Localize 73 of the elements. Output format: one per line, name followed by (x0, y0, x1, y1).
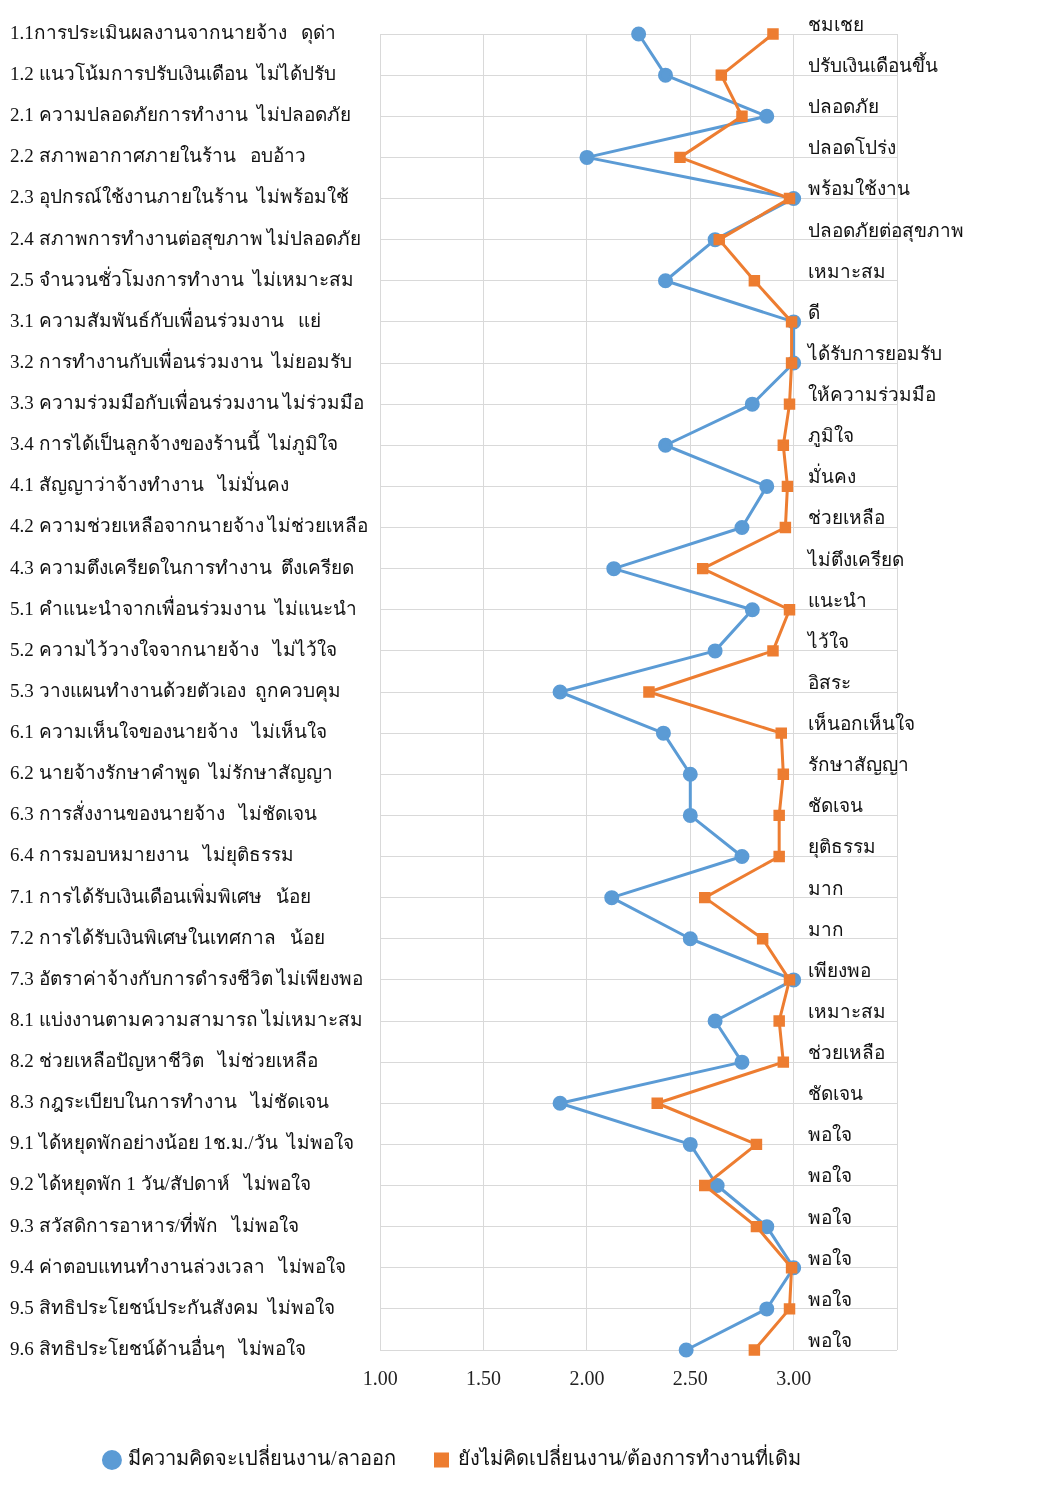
y2-tick-label: พอใจ (807, 1247, 852, 1269)
y-tick-label: 2.1 ความปลอดภัยการทำงาน ไม่ปลอดภัย (10, 104, 351, 126)
y2-tick-label: ให้ความร่วมมือ (807, 384, 936, 406)
y-tick-label: 9.1 ได้หยุดพักอย่างน้อย 1ช.ม./วัน ไม่พอใจ (10, 1132, 355, 1156)
y-tick-label: 4.1 สัญญาว่าจ้างทำงาน ไม่มั่นคง (10, 471, 289, 497)
y-tick-label: 7.1 การได้รับเงินเดือนเพิ่มพิเศษ น้อย (10, 882, 311, 907)
y-tick-label: 6.1 ความเห็นใจของนายจ้าง ไม่เห็นใจ (10, 719, 327, 743)
y2-tick-label: พอใจ (807, 1288, 852, 1310)
y2-tick-label: พร้อมใช้งาน (807, 178, 910, 200)
y-tick-label: 1.2 แนวโน้มการปรับเงินเดือน ไม่ได้ปรับ (10, 62, 336, 85)
y-tick-label: 2.4 สภาพการทำงานต่อสุขภาพ ไม่ปลอดภัย (10, 227, 362, 251)
y2-tick-label: มาก (807, 877, 844, 899)
y2-tick-label: ไม่ตึงเครียด (805, 548, 904, 570)
y2-tick-label: เพียงพอ (807, 959, 871, 981)
y-tick-label: 4.3 ความตึงเครียดในการทำงาน ตึงเครียด (10, 556, 354, 578)
y2-tick-label: มั่นคง (807, 463, 856, 488)
x-tick-label: 1.50 (466, 1367, 502, 1390)
y2-tick-label: ภูมิใจ (807, 425, 854, 448)
y-tick-label: 7.2 การได้รับเงินพิเศษในเทศกาล น้อย (10, 926, 325, 948)
y2-tick-label: ปรับเงินเดือนขึ้น (807, 52, 938, 77)
y2-tick-label: ชมเชย (807, 13, 864, 35)
legend-label: ยังไม่คิดเปลี่ยนงาน/ต้องการทำงานที่เดิม (457, 1444, 802, 1470)
x-tick-label: 2.50 (672, 1367, 708, 1390)
y2-tick-label: เห็นอกเห็นใจ (807, 711, 915, 735)
y2-tick-label: ปลอดภัย (807, 96, 879, 118)
y-tick-label: 9.4 ค่าตอบแทนทำงานล่วงเวลา ไม่พอใจ (10, 1255, 346, 1277)
y-tick-label: 4.2 ความช่วยเหลือจากนายจ้าง ไม่ช่วยเหลือ (10, 515, 369, 537)
y-tick-label: 9.5 สิทธิประโยชน์ประกันสังคม ไม่พอใจ (10, 1295, 335, 1318)
y2-tick-label: อิสระ (807, 671, 851, 693)
y2-tick-label: ช่วยเหลือ (807, 1042, 885, 1064)
x-tick-label: 1.00 (362, 1367, 398, 1390)
y-tick-label: 3.3 ความร่วมมือกับเพื่อนร่วมงาน ไม่ร่วมมือ (10, 389, 365, 414)
y2-tick-label: พอใจ (807, 1165, 852, 1187)
y2-tick-label: เหมาะสม (807, 1000, 886, 1022)
y2-tick-label: ปลอดภัยต่อสุขภาพ (807, 219, 964, 243)
y-tick-label: 9.3 สวัสดิการอาหาร/ที่พัก ไม่พอใจ (10, 1211, 300, 1236)
y-tick-label: 8.2 ช่วยเหลือปัญหาชีวิต ไม่ช่วยเหลือ (10, 1050, 318, 1073)
y2-tick-label: ช่วยเหลือ (807, 507, 885, 529)
y-tick-label: 1.1การประเมินผลงานจากนายจ้าง ดุด่า (10, 21, 336, 45)
y-tick-label: 8.1 แบ่งงานตามความสามารถ ไม่เหมาะสม (10, 1008, 364, 1030)
y-tick-label: 9.2 ได้หยุดพัก 1 วัน/สัปดาห์ ไม่พอใจ (10, 1173, 312, 1197)
y2-tick-label: ชัดเจน (807, 1083, 863, 1105)
y-tick-label: 3.4 การได้เป็นลูกจ้างของร้านนี้ ไม่ภูมิใจ (10, 430, 338, 456)
y-tick-label: 5.2 ความไว้วางใจจากนายจ้าง ไม่ไว้ใจ (10, 638, 337, 660)
x-tick-label: 3.00 (776, 1367, 812, 1390)
y2-tick-label: เหมาะสม (807, 260, 886, 282)
y-tick-label: 6.4 การมอบหมายงาน ไม่ยุติธรรม (10, 844, 294, 868)
y-tick-label: 3.1 ความสัมพันธ์กับเพื่อนร่วมงาน แย่ (10, 306, 321, 331)
y2-tick-label: ไว้ใจ (805, 630, 849, 652)
y-tick-label: 2.3 อุปกรณ์ใช้งานภายในร้าน ไม่พร้อมใช้ (10, 186, 349, 210)
y-tick-label: 6.2 นายจ้างรักษาคำพูด ไม่รักษาสัญญา (10, 762, 333, 785)
y-tick-label: 2.2 สภาพอากาศภายในร้าน อบอ้าว (10, 145, 306, 167)
y2-tick-label: มาก (807, 918, 844, 940)
y-tick-label: 6.3 การสั่งงานของนายจ้าง ไม่ชัดเจน (10, 800, 317, 825)
y-tick-label: 9.6 สิทธิประโยชน์ด้านอื่นๆ ไม่พอใจ (10, 1334, 306, 1359)
y-tick-label: 8.3 กฎระเบียบในการทำงาน ไม่ชัดเจน (10, 1091, 329, 1113)
y2-tick-label: ปลอดโปร่ง (807, 136, 896, 159)
y-tick-label: 3.2 การทำงานกับเพื่อนร่วมงาน ไม่ยอมรับ (10, 347, 352, 372)
x-tick-label: 2.00 (569, 1367, 605, 1390)
y2-tick-label: พอใจ (807, 1329, 852, 1351)
y-tick-label: 5.3 วางแผนทำงานด้วยตัวเอง ถูกควบคุม (10, 679, 341, 703)
y2-tick-label: แนะนำ (807, 589, 867, 611)
legend-label: มีความคิดจะเปลี่ยนงาน/ลาออก (127, 1444, 396, 1470)
y-tick-label: 5.1 คำแนะนำจากเพื่อนร่วมงาน ไม่แนะนำ (10, 594, 357, 619)
y2-tick-label: รักษาสัญญา (807, 754, 909, 777)
y2-tick-label: พอใจ (807, 1206, 852, 1228)
y-tick-label: 7.3 อัตราค่าจ้างกับการดำรงชีวิต ไม่เพียงพอ (10, 967, 364, 989)
y2-tick-label: ชัดเจน (807, 795, 863, 817)
y2-tick-label: ได้รับการยอมรับ (805, 342, 942, 364)
y-tick-label: 2.5 จำนวนชั่วโมงการทำงาน ไม่เหมาะสม (10, 265, 354, 290)
y2-tick-label: พอใจ (807, 1124, 852, 1146)
y2-tick-label: ดี (807, 301, 820, 323)
y2-tick-label: ยุติธรรม (807, 836, 876, 860)
